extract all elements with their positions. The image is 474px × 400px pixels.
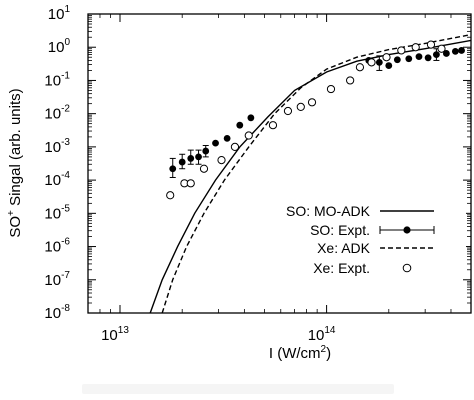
data-point [385,62,393,69]
data-point [268,121,278,130]
data-point [212,139,219,147]
y-tick-label: 10-7 [44,270,70,289]
y-tick-label: 10-3 [44,137,70,156]
data-point [437,44,446,53]
data-point [432,51,440,58]
series-line [161,33,471,313]
data-point [187,155,195,162]
legend-label: Xe: ADK [317,240,371,256]
data-point [199,164,209,173]
y-tick-label: 10-1 [44,70,70,89]
y-tick-label: 100 [48,37,71,56]
y-tick-label: 10-8 [44,303,70,322]
series-xe-adk [161,33,471,313]
data-point [195,153,202,161]
data-point [166,191,175,200]
data-point [169,165,177,173]
legend-label: SO: MO-ADK [286,203,371,219]
legend-marker-sample [402,263,412,273]
axis-ticks: 10-8 10-7 10-6 10-5 10-4 10-3 10-2 10-1 100 101 10… [44,4,471,344]
legend: SO: MO-ADK SO: Expt. Xe: ADK Xe: Expt. [252,197,466,278]
data-point [458,47,465,54]
data-point [411,43,420,52]
x-tick-label: 1014 [308,325,336,344]
data-point [442,50,450,57]
y-axis-label: SO+ Singal (arb. units) [6,88,24,237]
data-point [375,58,383,66]
legend-entry-xe-adk: Xe: ADK [317,240,434,256]
data-point [244,131,253,140]
plot-frame [87,13,472,314]
data-point [382,53,391,62]
x-axis-label: I (W/cm2) [269,344,331,362]
data-point [405,55,413,63]
data-point [230,142,240,151]
legend-label: SO: Expt. [310,222,370,238]
series-layer [149,33,471,313]
data-point [326,84,336,94]
data-point [355,63,365,72]
data-point [346,76,355,85]
y-tick-label: 10-6 [44,237,70,256]
data-point [397,46,406,55]
y-tick-label: 10-2 [44,104,70,123]
legend-label: Xe: Expt. [313,260,370,276]
caption-blur [82,384,394,394]
data-point [424,54,432,62]
data-point [283,106,293,116]
data-point [426,40,436,49]
data-point [202,147,210,155]
data-point [393,56,401,64]
y-tick-label: 10-5 [44,203,70,222]
data-point [236,121,244,129]
data-point [367,58,376,67]
legend-entry-so-mo-adk: SO: MO-ADK [286,203,434,219]
series-so-expt [169,47,465,178]
legend-entry-so-expt: SO: Expt. [310,222,435,238]
data-point [247,114,255,122]
y-tick-label: 10-4 [44,170,70,189]
data-point [186,179,195,188]
data-point [451,47,459,55]
x-tick-label: 1013 [101,325,129,344]
data-point [296,102,305,111]
data-point [223,135,231,142]
data-point [415,53,423,61]
legend-entry-xe-expt: Xe: Expt. [313,260,412,276]
y-tick-label: 101 [48,4,71,23]
data-point [217,156,226,165]
legend-marker-sample [403,226,411,234]
series-xe-expt [166,40,446,200]
data-point [178,158,186,166]
data-point [307,98,317,107]
